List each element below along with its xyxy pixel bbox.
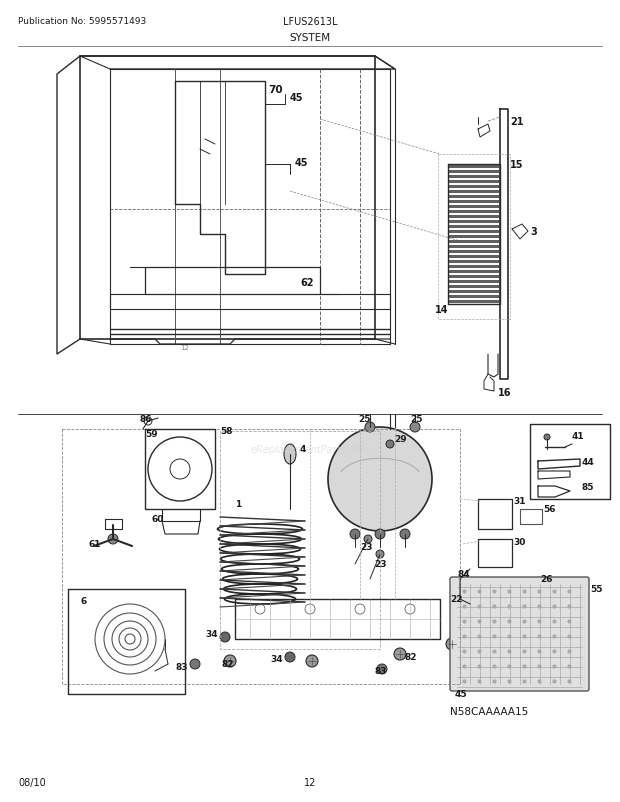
Text: 83: 83 xyxy=(175,662,187,671)
Circle shape xyxy=(108,534,118,545)
Text: 14: 14 xyxy=(435,305,448,314)
Text: 61: 61 xyxy=(88,540,100,549)
Text: 21: 21 xyxy=(510,117,523,127)
Text: 45: 45 xyxy=(295,158,309,168)
Text: 22: 22 xyxy=(450,595,463,604)
Text: 12: 12 xyxy=(304,777,316,787)
Text: 34: 34 xyxy=(205,630,218,638)
Circle shape xyxy=(190,659,200,669)
Text: 3: 3 xyxy=(530,227,537,237)
Text: N58CAAAAA15: N58CAAAAA15 xyxy=(450,706,528,716)
Circle shape xyxy=(224,655,236,667)
Circle shape xyxy=(410,423,420,432)
Text: SYSTEM: SYSTEM xyxy=(290,33,330,43)
Text: 62: 62 xyxy=(300,277,314,288)
Text: 6: 6 xyxy=(80,597,86,606)
Circle shape xyxy=(376,550,384,558)
Text: 41: 41 xyxy=(572,432,585,441)
Text: 1: 1 xyxy=(235,500,241,508)
FancyBboxPatch shape xyxy=(450,577,589,691)
Text: 29: 29 xyxy=(394,435,407,444)
Text: 15: 15 xyxy=(510,160,523,170)
Circle shape xyxy=(446,638,458,650)
Circle shape xyxy=(544,435,550,440)
Text: 45: 45 xyxy=(290,93,304,103)
Text: Publication No: 5995571493: Publication No: 5995571493 xyxy=(18,18,146,26)
Text: 45: 45 xyxy=(455,690,467,699)
Text: 56: 56 xyxy=(543,505,556,514)
Text: 26: 26 xyxy=(540,575,552,584)
Ellipse shape xyxy=(284,444,296,464)
Text: 44: 44 xyxy=(582,458,595,467)
Text: LFUS2613L: LFUS2613L xyxy=(283,17,337,27)
Circle shape xyxy=(386,440,394,448)
Text: 23: 23 xyxy=(374,560,386,569)
Text: 85: 85 xyxy=(582,483,595,492)
Circle shape xyxy=(306,655,318,667)
Text: 08/10: 08/10 xyxy=(18,777,46,787)
Circle shape xyxy=(365,423,375,432)
Circle shape xyxy=(328,427,432,532)
Text: 84: 84 xyxy=(458,569,471,579)
Text: 30: 30 xyxy=(513,538,525,547)
Text: 70: 70 xyxy=(268,85,283,95)
Text: 55: 55 xyxy=(590,585,603,593)
Text: 60: 60 xyxy=(152,515,164,524)
Text: 4: 4 xyxy=(300,445,306,454)
Circle shape xyxy=(377,664,387,674)
Text: 82: 82 xyxy=(405,653,417,662)
Circle shape xyxy=(375,529,385,539)
Text: eReplacementParts.com: eReplacementParts.com xyxy=(250,444,370,455)
Text: 31: 31 xyxy=(513,497,526,506)
Circle shape xyxy=(285,652,295,662)
Text: 23: 23 xyxy=(360,543,373,552)
Circle shape xyxy=(394,648,406,660)
Text: 16: 16 xyxy=(498,387,511,398)
Circle shape xyxy=(400,529,410,539)
Text: 25: 25 xyxy=(358,415,371,424)
Circle shape xyxy=(350,529,360,539)
Text: 58: 58 xyxy=(220,427,232,436)
Text: 59: 59 xyxy=(145,430,157,439)
Circle shape xyxy=(220,632,230,642)
Text: 83: 83 xyxy=(375,666,388,675)
Text: 82: 82 xyxy=(222,660,234,669)
Circle shape xyxy=(364,535,372,543)
Text: 86: 86 xyxy=(140,415,153,424)
Text: 12: 12 xyxy=(180,345,189,350)
Text: 25: 25 xyxy=(410,415,422,424)
Text: 34: 34 xyxy=(270,654,283,664)
